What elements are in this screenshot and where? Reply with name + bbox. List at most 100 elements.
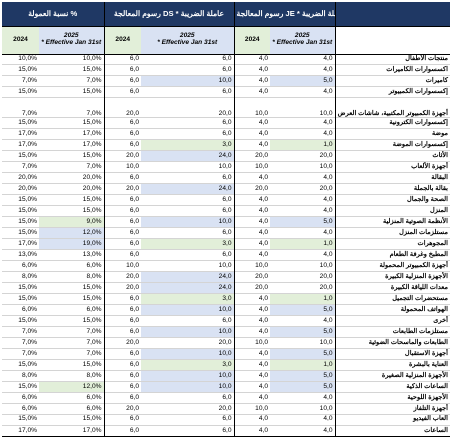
ds-2025-cell: 10,0 — [141, 369, 235, 382]
ds-2025-header: 2025 * Effective Jan 31st — [141, 25, 235, 55]
category-label: الساعات الذكية — [334, 380, 451, 393]
je-2025-cell: 5,0 — [270, 216, 336, 228]
je-2025-cell: 1,0 — [270, 238, 336, 250]
ds-2024-cell: 20,0 — [103, 281, 141, 294]
commission-2024-cell: 10,0% — [2, 53, 39, 65]
ds-2024-cell: 6,0 — [103, 53, 141, 65]
commission-2025-cell: 19,0% — [39, 238, 104, 250]
commission-2024-cell: 17,0% — [2, 424, 39, 438]
ds-2024-cell: 6,0 — [103, 424, 141, 438]
je-2024-cell: 4,0 — [233, 216, 271, 228]
commission-2024-cell: 6,0% — [2, 402, 39, 415]
commission-2024-cell: 15,0% — [2, 150, 39, 162]
je-2025-cell: 4,0 — [270, 227, 336, 239]
je-2025-cell: 4,0 — [270, 249, 336, 261]
commission-2024-cell: 8,0% — [2, 271, 39, 283]
year-2024-label: 2024 — [244, 35, 260, 43]
ds-2024-cell: 6,0 — [103, 413, 141, 426]
commission-2025-cell: 7,0% — [39, 325, 104, 338]
commission-2024-cell: 6,0% — [2, 260, 39, 272]
ds-2025-cell: 6,0 — [141, 64, 235, 76]
effective-note: * Effective Jan 31st — [157, 39, 218, 46]
ds-2025-cell: 3,0 — [141, 238, 235, 250]
je-2024-cell: 4,0 — [233, 86, 271, 98]
table-row: 8,0% 8,0% 20,0 24,0 20,0 20,0 الأجهزة المنزلية… — [2, 271, 451, 283]
je-2025-cell: 4,0 — [270, 64, 336, 76]
commission-2025-cell: 6,0% — [39, 303, 104, 316]
category-header-blank — [334, 2, 451, 26]
table-row: 20,0% 20,0% 6,0 6,0 4,0 4,0 البقالة — [2, 172, 451, 184]
ds-2024-cell: 10,0 — [103, 161, 141, 173]
commission-2024-cell: 7,0% — [2, 336, 39, 349]
commission-2024-cell: 15,0% — [2, 358, 39, 371]
effective-note: * Effective Jan 31st — [41, 39, 102, 46]
table-row: 17,0% 17,0% 6,0 6,0 4,0 4,0 موضة — [2, 128, 451, 140]
je-2024-cell: 4,0 — [233, 292, 271, 305]
category-label: أجهزة الكمبيوتر المحمولة — [334, 260, 451, 272]
je-2025-header: 2025 * Effective Jan 31st — [270, 25, 336, 55]
je-2025-cell: 5,0 — [270, 347, 336, 360]
ds-2024-cell: 6,0 — [103, 391, 141, 404]
je-2024-cell: 10,0 — [233, 260, 271, 272]
commission-2024-cell: 15,0% — [2, 227, 39, 239]
je-2025-cell: 20,0 — [270, 183, 336, 195]
je-2024-cell: 4,0 — [233, 205, 271, 217]
commission-2024-cell: 15,0% — [2, 413, 39, 426]
year-2025-label: 2025 — [179, 32, 195, 40]
category-label: مستحضرات التجميل — [334, 292, 451, 305]
ds-2024-cell: 6,0 — [103, 347, 141, 360]
commission-2024-cell: 7,0% — [2, 325, 39, 338]
table-row: 15,0% 12,0% 6,0 6,0 4,0 4,0 مستلزمات المنزل — [2, 227, 451, 239]
commission-2025-cell: 15,0% — [39, 205, 104, 217]
commission-2024-cell: 15,0% — [2, 314, 39, 327]
commission-2024-cell: 7,0% — [2, 97, 39, 118]
commission-2025-cell: 17,0% — [39, 128, 104, 140]
commission-2024-cell: 20,0% — [2, 183, 39, 195]
ds-2024-cell: 6,0 — [103, 238, 141, 250]
je-2025-cell: 10,0 — [270, 161, 336, 173]
table-row: 7,0% 7,0% 6,0 10,0 4,0 5,0 أجهزة الاستقبال — [2, 347, 451, 360]
category-label: اكسسوارات الكاميرات — [334, 64, 451, 76]
category-label: إكسسوارات الموضة — [334, 139, 451, 151]
commission-2024-cell: 20,0% — [2, 172, 39, 184]
commission-2025-cell: 15,0% — [39, 194, 104, 206]
ds-2025-cell: 20,0 — [141, 97, 235, 118]
commission-2025-cell: 6,0% — [39, 260, 104, 272]
je-2025-cell: 5,0 — [270, 325, 336, 338]
ds-2025-cell: 10,0 — [141, 380, 235, 393]
je-2024-cell: 4,0 — [233, 424, 271, 438]
category-label: بقالة بالجملة — [334, 183, 451, 195]
je-2025-cell: 10,0 — [270, 402, 336, 415]
commission-2024-cell: 7,0% — [2, 347, 39, 360]
category-label: أجهزة الاستقبال — [334, 347, 451, 360]
ds-2024-header: 2024 — [103, 25, 141, 55]
je-2025-cell: 20,0 — [270, 281, 336, 294]
je-2024-cell: 4,0 — [233, 172, 271, 184]
je-2025-cell: 4,0 — [270, 413, 336, 426]
ds-2024-cell: 6,0 — [103, 314, 141, 327]
je-2025-cell: 4,0 — [270, 314, 336, 327]
commission-2025-cell: 15,0% — [39, 358, 104, 371]
ds-2024-cell: 6,0 — [103, 227, 141, 239]
category-label: الساعات — [334, 424, 451, 438]
category-subheader-blank — [334, 25, 451, 55]
category-label: موضة — [334, 128, 451, 140]
je-2024-cell: 4,0 — [233, 238, 271, 250]
je-2025-cell: 4,0 — [270, 391, 336, 404]
ds-2025-cell: 3,0 — [141, 358, 235, 371]
commission-2024-header: 2024 — [2, 25, 39, 55]
table-row: 10,0% 10,0% 6,0 6,0 4,0 4,0 منتجات الأطفال — [2, 53, 451, 65]
je-2024-cell: 4,0 — [233, 75, 271, 87]
ds-2025-cell: 3,0 — [141, 292, 235, 305]
table-row: 7,0% 7,0% 20,0 20,0 10,0 10,0 الطابعات والماسح… — [2, 336, 451, 349]
ds-2024-cell: 6,0 — [103, 358, 141, 371]
commission-2024-cell: 15,0% — [2, 380, 39, 393]
table-row: 6,0% 6,0% 6,0 10,0 4,0 5,0 الهواتف المحمولة — [2, 303, 451, 316]
ds-2025-cell: 24,0 — [141, 271, 235, 283]
year-2025-label: 2025 — [63, 32, 79, 40]
fee-rows: 10,0% 10,0% 6,0 6,0 4,0 4,0 منتجات الأطفال 15,0… — [2, 53, 451, 438]
category-label: أجهزة التلفاز — [334, 402, 451, 415]
commission-2024-cell: 7,0% — [2, 161, 39, 173]
je-2024-cell: 4,0 — [233, 249, 271, 261]
commission-2025-cell: 7,0% — [39, 336, 104, 349]
